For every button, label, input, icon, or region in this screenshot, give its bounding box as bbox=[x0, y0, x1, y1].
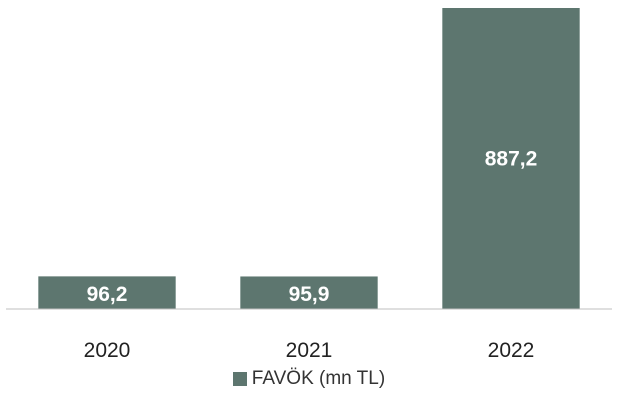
x-tick-label-2021: 2021 bbox=[286, 339, 333, 362]
legend-label: FAVÖK (mn TL) bbox=[251, 368, 386, 389]
x-tick-label-2022: 2022 bbox=[488, 339, 535, 362]
data-label-2020: 96,2 bbox=[87, 283, 128, 306]
data-label-2022: 887,2 bbox=[485, 148, 538, 171]
x-tick-label-2020: 2020 bbox=[84, 339, 131, 362]
data-labels: 96,2 95,9 887,2 bbox=[87, 148, 538, 307]
legend-swatch bbox=[232, 372, 247, 386]
bar-2021 bbox=[240, 276, 378, 309]
legend: FAVÖK (mn TL) bbox=[0, 368, 618, 390]
bars bbox=[38, 8, 580, 309]
bar-2022 bbox=[442, 8, 580, 309]
x-tick-labels: 2020 2021 2022 bbox=[84, 339, 535, 362]
data-label-2021: 95,9 bbox=[289, 283, 330, 306]
bar-2020 bbox=[38, 276, 176, 309]
